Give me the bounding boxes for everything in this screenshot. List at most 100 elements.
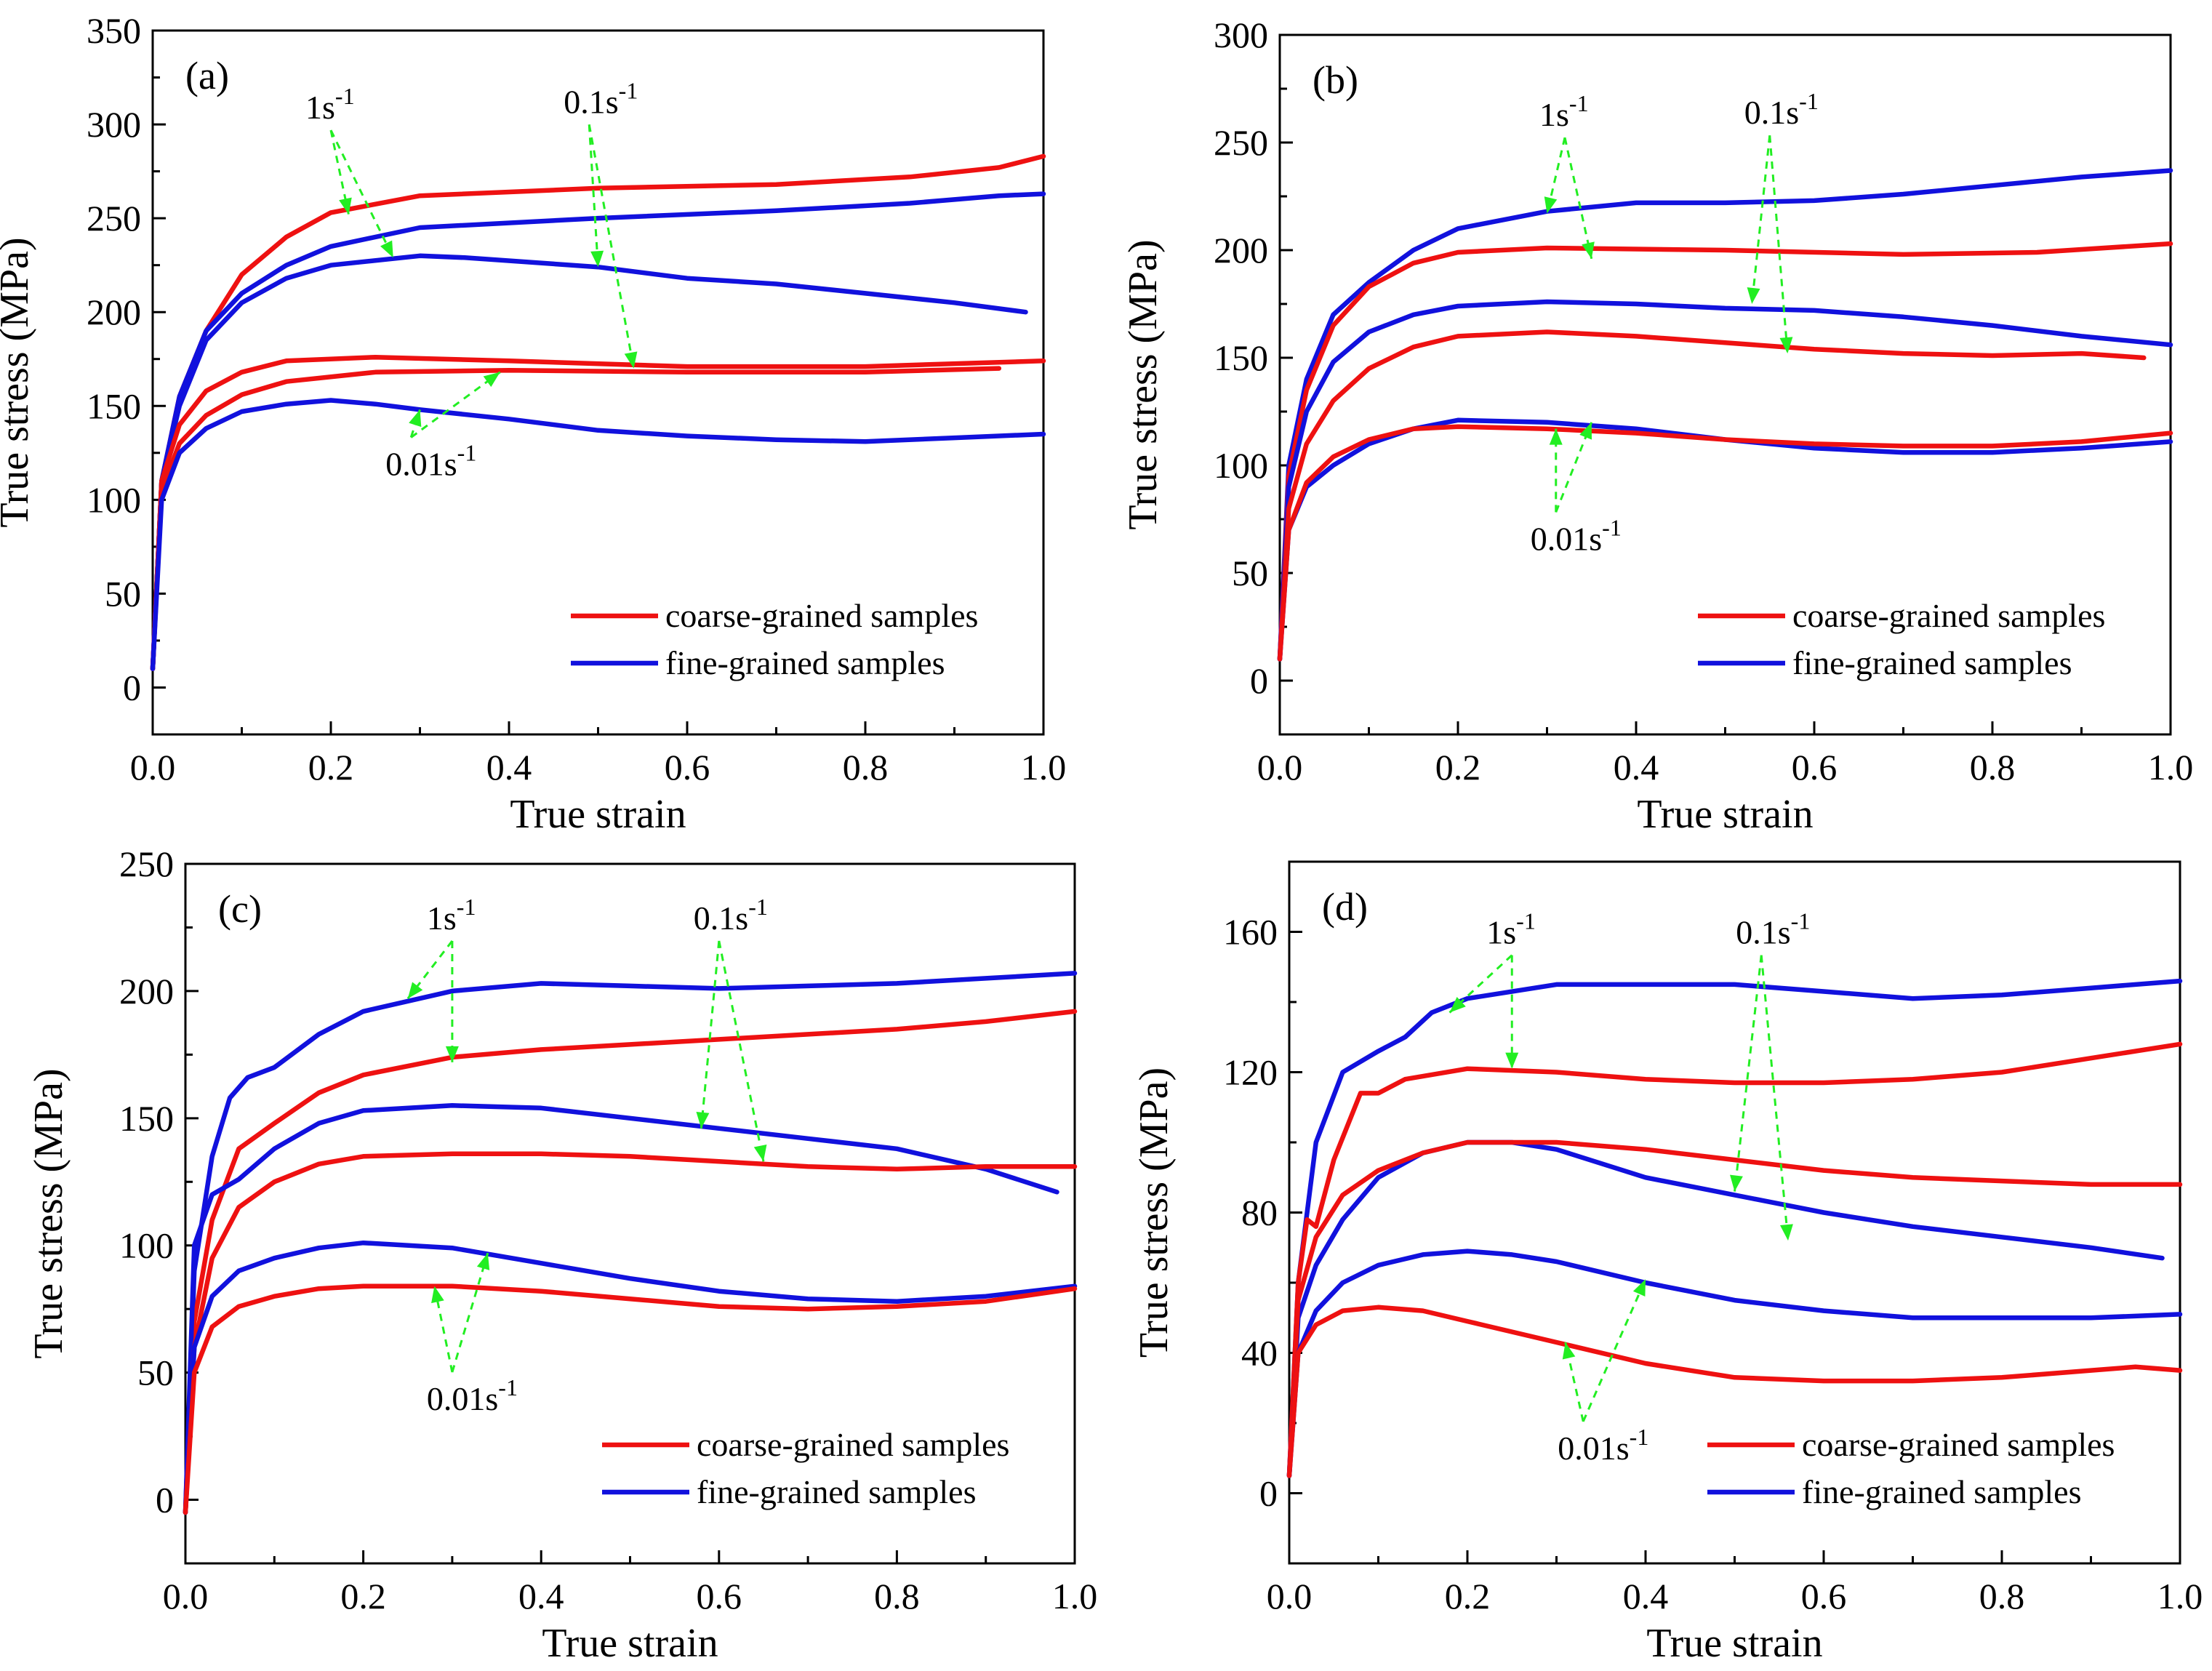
legend-label-fine: fine-grained samples xyxy=(1792,644,2072,681)
x-axis-label: True strain xyxy=(1646,1621,1822,1666)
annotation-arrowhead xyxy=(483,372,500,388)
series-coarse-line xyxy=(1277,241,2173,662)
annotation-label: 1s-1 xyxy=(1539,90,1589,133)
annotation-arrowhead xyxy=(1730,1174,1743,1192)
series-coarse-line xyxy=(1277,329,2147,662)
annotation-arrow xyxy=(1750,135,1771,305)
y-axis-label: True stress (MPa) xyxy=(26,1068,71,1358)
y-axis-label: True stress (MPa) xyxy=(0,237,37,527)
legend-label-fine: fine-grained samples xyxy=(665,644,945,681)
x-tick-label: 0.2 xyxy=(1445,1576,1491,1616)
x-tick-label: 0.4 xyxy=(486,747,532,788)
annotation-arrowhead xyxy=(1449,996,1466,1013)
y-tick-label: 200 xyxy=(1214,230,1268,271)
annotation-label: 1s-1 xyxy=(1486,908,1536,951)
annotation-arrow xyxy=(329,129,395,259)
annotation-arrowhead xyxy=(431,1286,444,1304)
series-coarse-line xyxy=(1286,1305,2183,1478)
series-fine-line xyxy=(183,1240,1078,1515)
y-tick-label: 250 xyxy=(1214,122,1268,163)
annotation-label: 0.01s-1 xyxy=(427,1374,518,1417)
annotation-label: 1s-1 xyxy=(305,83,355,126)
x-tick-label: 0.0 xyxy=(1267,1576,1313,1616)
panel-label: (b) xyxy=(1313,58,1358,102)
chart-a: 0.0 0.2 0.4 0.6 0.8 1.0 0 50 100 150 200 250 300 350 T… xyxy=(0,10,1066,837)
y-tick-label: 200 xyxy=(119,971,174,1011)
y-tick-label: 50 xyxy=(137,1353,174,1393)
annotation-label: 0.1s-1 xyxy=(1736,908,1810,951)
series-coarse-line xyxy=(183,1283,1078,1515)
x-tick-label: 0.4 xyxy=(1614,747,1659,788)
annotation-arrowhead xyxy=(476,1253,490,1270)
y-tick-label: 50 xyxy=(105,573,141,614)
annotation-arrow xyxy=(718,940,765,1162)
series-coarse-line xyxy=(183,1151,1078,1515)
panel-label: (a) xyxy=(185,54,229,97)
annotation-label: 0.1s-1 xyxy=(1744,88,1819,131)
annotation-arrow xyxy=(410,371,501,438)
annotation-label: 0.1s-1 xyxy=(564,77,638,120)
y-tick-label: 200 xyxy=(87,292,141,332)
x-tick-label: 0.0 xyxy=(130,747,176,788)
annotation-arrowhead xyxy=(407,982,423,999)
x-tick-label: 0.8 xyxy=(874,1576,920,1616)
y-tick-label: 150 xyxy=(119,1098,174,1139)
x-axis-label: True strain xyxy=(542,1621,718,1666)
annotation-arrow xyxy=(1768,135,1789,354)
x-tick-label: 1.0 xyxy=(1021,747,1067,788)
y-tick-label: 0 xyxy=(156,1480,174,1520)
annotation-label: 0.1s-1 xyxy=(694,894,768,937)
annotation-arrow xyxy=(451,1252,489,1373)
annotation-arrow xyxy=(1555,422,1593,513)
y-axis-label: True stress (MPa) xyxy=(1121,239,1166,529)
series-fine-line xyxy=(183,1103,1059,1515)
annotation-arrowhead xyxy=(1544,196,1558,214)
annotation-arrowhead xyxy=(624,351,638,369)
annotation-arrow xyxy=(1734,955,1763,1192)
y-tick-label: 250 xyxy=(87,198,141,239)
annotation-arrowhead xyxy=(409,409,422,428)
panel-label: (c) xyxy=(218,887,262,931)
annotation-arrowhead xyxy=(1562,1342,1576,1360)
y-tick-label: 300 xyxy=(87,104,141,145)
annotation-arrowhead xyxy=(380,240,393,258)
y-tick-label: 350 xyxy=(87,10,141,51)
y-tick-label: 150 xyxy=(1214,337,1268,378)
x-tick-label: 0.2 xyxy=(340,1576,386,1616)
annotation-arrowhead xyxy=(1579,422,1592,440)
legend-label-fine: fine-grained samples xyxy=(697,1473,976,1510)
x-tick-label: 0.4 xyxy=(1623,1576,1669,1616)
series-fine-line xyxy=(1286,1139,2165,1478)
y-tick-label: 50 xyxy=(1232,553,1268,593)
annotation-label: 1s-1 xyxy=(427,894,476,937)
y-tick-label: 300 xyxy=(1214,15,1268,55)
y-tick-label: 80 xyxy=(1241,1193,1278,1233)
x-tick-label: 0.4 xyxy=(518,1576,564,1616)
legend-label-coarse: coarse-grained samples xyxy=(1802,1426,2115,1463)
annotation-arrowhead xyxy=(1632,1279,1646,1297)
y-tick-label: 120 xyxy=(1223,1052,1278,1093)
x-tick-label: 0.0 xyxy=(163,1576,209,1616)
annotation-arrow xyxy=(433,1286,454,1373)
series-fine-line xyxy=(150,253,1028,671)
y-tick-label: 0 xyxy=(1259,1473,1278,1514)
panel-label: (d) xyxy=(1322,885,1368,929)
annotation-arrow xyxy=(1563,137,1593,260)
x-tick-label: 0.8 xyxy=(1970,747,2016,788)
annotation-label: 0.01s-1 xyxy=(1558,1424,1648,1467)
annotation-arrowhead xyxy=(696,1112,710,1129)
chart-b: 0.0 0.2 0.4 0.6 0.8 1.0 0 50 100 150 200 250 300 True… xyxy=(1121,15,2193,837)
series-coarse-line xyxy=(1286,1139,2183,1478)
annotation-arrow xyxy=(588,124,599,268)
y-tick-label: 100 xyxy=(1214,445,1268,486)
annotation-arrowhead xyxy=(1779,337,1793,354)
y-tick-label: 40 xyxy=(1241,1333,1278,1374)
legend-label-coarse: coarse-grained samples xyxy=(697,1426,1009,1463)
x-tick-label: 0.6 xyxy=(1792,747,1838,788)
x-tick-label: 0.0 xyxy=(1257,747,1303,788)
series-coarse-line xyxy=(150,366,1002,671)
annotation-arrowhead xyxy=(445,1046,459,1062)
annotation-label: 0.01s-1 xyxy=(1531,514,1622,557)
series-coarse-line xyxy=(150,153,1046,671)
